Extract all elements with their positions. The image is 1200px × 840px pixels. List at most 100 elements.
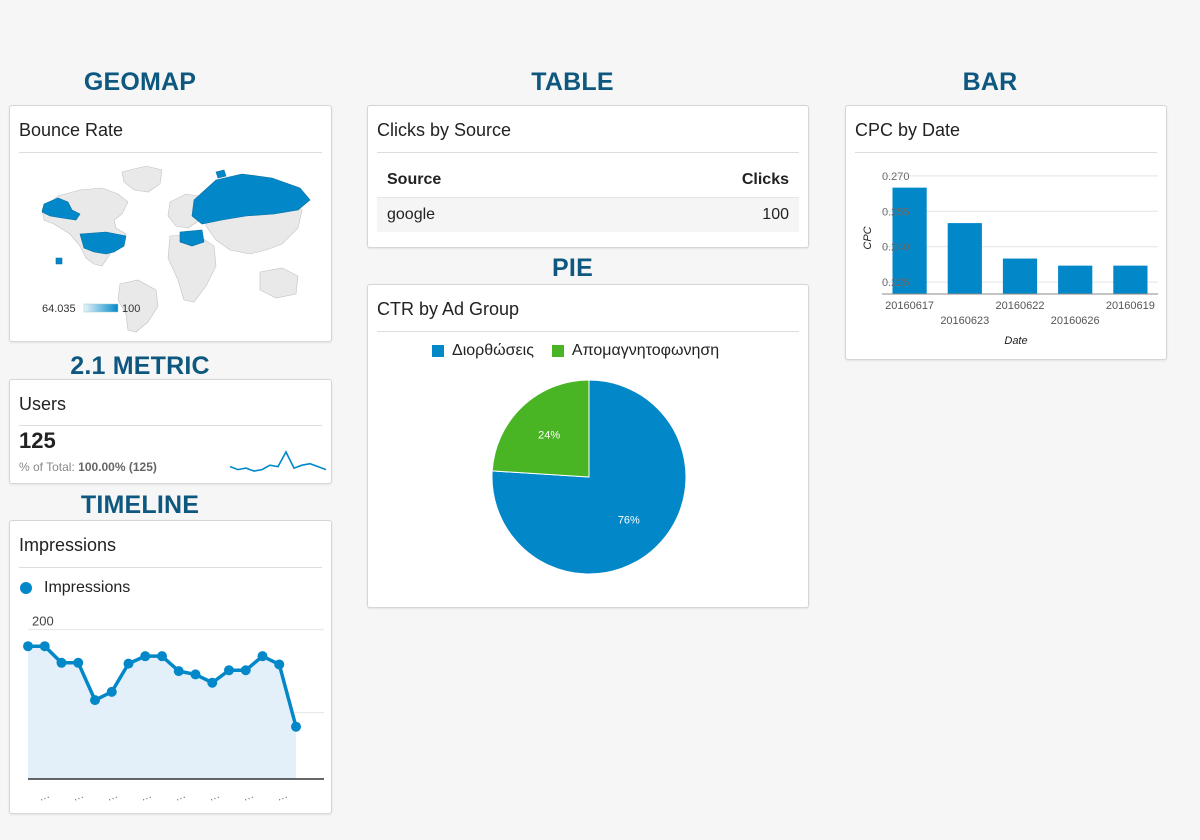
highlighted-region xyxy=(179,229,205,247)
pie-card: CTR by Ad Group Διορθώσεις Απομαγνητοφων… xyxy=(367,284,809,608)
data-point[interactable] xyxy=(207,677,218,688)
data-point[interactable] xyxy=(56,657,67,668)
pie-slice-label: 76% xyxy=(618,514,640,526)
y-tick-label: 0.225 xyxy=(882,277,910,289)
y-tick-label: 0.255 xyxy=(882,206,910,218)
y-axis-title: CPC xyxy=(862,226,874,249)
bar-card-title: CPC by Date xyxy=(855,120,961,140)
bar[interactable] xyxy=(1002,258,1038,294)
data-point[interactable] xyxy=(106,686,117,697)
metric-percent-label: % of Total: xyxy=(19,460,75,474)
table-row: google 100 xyxy=(377,197,799,232)
x-tick-label: 20160617 xyxy=(885,300,934,312)
data-point[interactable] xyxy=(123,658,134,669)
geomap-legend-max: 100 xyxy=(122,303,140,315)
column-header-clicks[interactable]: Clicks xyxy=(741,171,789,188)
pie-section-title: PIE xyxy=(552,254,593,282)
highlighted-small xyxy=(55,257,63,265)
table-header-row: Source Clicks xyxy=(377,163,799,198)
x-tick-label: … xyxy=(207,789,221,804)
divider xyxy=(19,425,322,426)
divider xyxy=(19,152,322,153)
greenland-region xyxy=(121,165,163,193)
y-tick-label: 0.270 xyxy=(882,171,910,183)
legend-swatch-green xyxy=(551,345,564,357)
africa-region xyxy=(167,233,217,303)
world-map[interactable]: 64.035 100 xyxy=(10,154,332,334)
x-tick-label: … xyxy=(275,789,289,804)
geomap-card: Bounce Rate xyxy=(9,105,332,342)
south-america-region xyxy=(117,279,159,333)
data-point[interactable] xyxy=(224,665,234,676)
data-point[interactable] xyxy=(274,659,285,670)
table-section-title: TABLE xyxy=(531,68,614,96)
x-tick-label: 20160623 xyxy=(940,315,989,327)
geomap-legend-bar xyxy=(83,303,119,313)
legend-dot xyxy=(20,582,32,594)
x-tick-label: … xyxy=(173,789,187,804)
data-point[interactable] xyxy=(39,641,50,652)
metric-card-title: Users xyxy=(19,394,67,414)
x-tick-label: … xyxy=(37,789,51,804)
geomap-section-title: GEOMAP xyxy=(83,68,197,96)
data-point[interactable] xyxy=(190,669,201,680)
metric-value: 125 xyxy=(19,428,56,453)
pie-card-title: CTR by Ad Group xyxy=(377,299,520,319)
cpc-bar-chart[interactable]: CPC Date 20160617 20160623 20160622 2016062… xyxy=(846,154,1167,354)
x-tick-label: … xyxy=(105,789,119,804)
column-header-source[interactable]: Source xyxy=(387,171,442,188)
pie-slice[interactable] xyxy=(491,379,687,575)
timeline-legend-label[interactable]: Impressions xyxy=(44,579,131,596)
data-point[interactable] xyxy=(157,651,167,662)
table-cell-clicks: 100 xyxy=(598,197,799,232)
ctr-pie-chart[interactable]: 76% 24% xyxy=(368,377,809,597)
bar[interactable] xyxy=(947,223,982,294)
impressions-timeline-chart[interactable]: 200100…………………… xyxy=(10,605,332,814)
timeline-section-title: TIMELINE xyxy=(80,491,200,519)
bar[interactable] xyxy=(892,187,927,294)
bar-section-title: BAR xyxy=(962,68,1018,96)
geomap-legend-min: 64.035 xyxy=(42,303,76,315)
data-point[interactable] xyxy=(90,695,100,706)
geomap-card-title: Bounce Rate xyxy=(19,120,124,140)
divider xyxy=(855,152,1157,153)
data-point[interactable] xyxy=(257,651,268,662)
sparkline xyxy=(229,450,327,472)
legend-label-1[interactable]: Διορθώσεις xyxy=(452,342,534,359)
x-tick-label: … xyxy=(139,789,153,804)
bar[interactable] xyxy=(1113,265,1148,294)
data-point[interactable] xyxy=(291,721,301,732)
australia-region xyxy=(259,267,299,299)
x-tick-label: 20160622 xyxy=(996,300,1045,312)
data-point[interactable] xyxy=(23,641,33,652)
data-point[interactable] xyxy=(240,665,251,676)
clicks-table: Source Clicks google 100 xyxy=(377,163,799,232)
y-tick-label: 0.240 xyxy=(882,242,910,254)
metric-percent-value: 100.00% (125) xyxy=(78,460,157,474)
table-cell-source: google xyxy=(377,197,599,232)
x-tick-label: … xyxy=(241,789,255,804)
highlighted-small xyxy=(215,169,227,179)
bar[interactable] xyxy=(1058,265,1093,294)
table-card: Clicks by Source Source Clicks google 10… xyxy=(367,105,809,248)
pie-slice-label: 24% xyxy=(538,430,560,442)
x-tick-label: 20160626 xyxy=(1051,315,1100,327)
pie-slice[interactable] xyxy=(491,379,590,478)
table-card-title: Clicks by Source xyxy=(377,120,512,140)
area-fill xyxy=(28,646,296,779)
bar-card: CPC by Date CPC Date 20160617 20160623 201… xyxy=(845,105,1167,360)
data-point[interactable] xyxy=(73,657,84,668)
highlighted-russia xyxy=(191,173,311,225)
timeline-legend: Impressions xyxy=(20,579,130,597)
x-axis-title: Date xyxy=(1004,335,1027,347)
pie-legend: Διορθώσεις Απομαγνητοφωνηση xyxy=(432,342,719,360)
legend-label-2[interactable]: Απομαγνητοφωνηση xyxy=(571,342,720,359)
highlighted-usa xyxy=(79,231,127,255)
metric-section-title: 2.1 METRIC xyxy=(70,352,210,380)
timeline-card: Impressions Impressions 200100…………………… xyxy=(9,520,332,814)
divider xyxy=(377,331,799,332)
data-point[interactable] xyxy=(173,666,184,677)
metric-card: Users 125 % of Total: 100.00% (125) xyxy=(9,379,332,484)
x-tick-label: 20160619 xyxy=(1106,300,1155,312)
data-point[interactable] xyxy=(140,651,151,662)
